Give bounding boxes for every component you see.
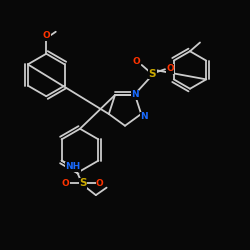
Text: O: O [166,64,174,73]
Text: N: N [131,90,139,100]
Text: O: O [62,178,70,188]
Text: N: N [140,112,148,121]
Text: S: S [79,178,86,188]
Text: NH: NH [65,162,80,172]
Text: S: S [149,69,156,79]
Text: O: O [132,57,140,66]
Text: O: O [96,178,104,188]
Text: O: O [42,31,50,40]
